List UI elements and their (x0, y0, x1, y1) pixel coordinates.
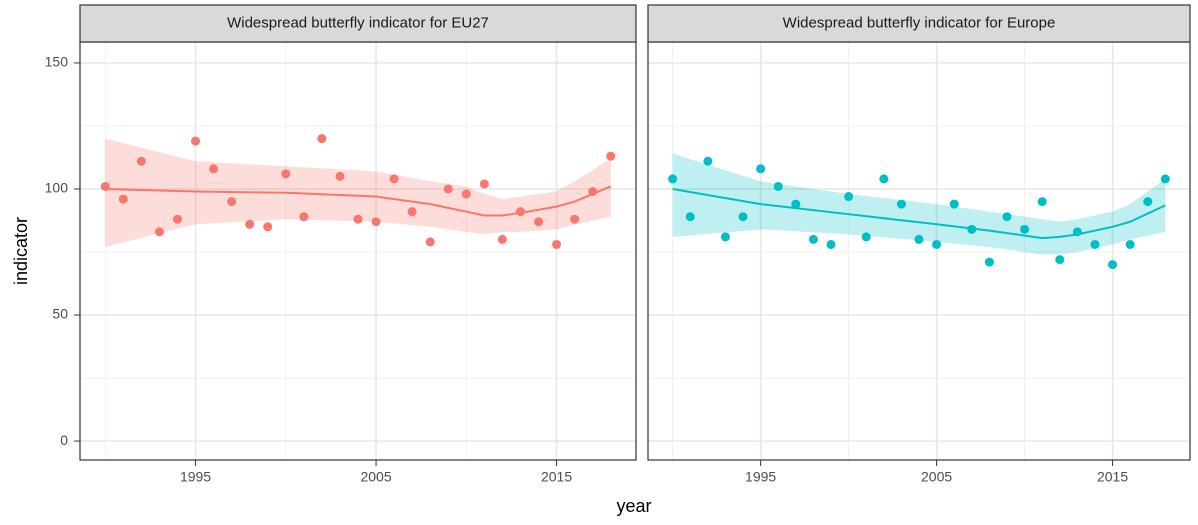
data-point (263, 222, 273, 232)
strip-title: Widespread butterfly indicator for Europ… (783, 14, 1056, 31)
data-point (685, 212, 695, 222)
data-point (281, 169, 291, 179)
data-point (335, 171, 345, 181)
confidence-band (672, 153, 1166, 255)
data-point (407, 207, 417, 217)
strip (647, 4, 1191, 43)
data-point (1037, 197, 1047, 207)
y-tick-label: 50 (52, 306, 68, 322)
data-point (949, 199, 959, 209)
data-point (861, 232, 871, 242)
data-point (756, 164, 766, 174)
x-tick-label: 2015 (1097, 469, 1128, 485)
data-point (791, 199, 801, 209)
data-point (1125, 239, 1135, 249)
strip (79, 4, 637, 43)
data-point (552, 239, 562, 249)
smooth-line (672, 187, 1166, 240)
data-point (896, 199, 906, 209)
data-point (570, 214, 580, 224)
data-point (479, 179, 489, 189)
data-point (1055, 255, 1065, 265)
data-point (317, 134, 327, 144)
panel-background (80, 42, 636, 460)
data-point (227, 197, 237, 207)
data-point (1108, 260, 1118, 270)
y-tick-label: 100 (45, 180, 69, 196)
data-point (389, 174, 399, 184)
data-point (808, 234, 818, 244)
data-point (515, 207, 525, 217)
data-point (136, 156, 146, 166)
data-point (703, 156, 713, 166)
data-point (497, 234, 507, 244)
data-point (1143, 197, 1153, 207)
data-point (668, 174, 678, 184)
data-point (1020, 224, 1030, 234)
y-tick-label: 0 (60, 432, 68, 448)
data-point (773, 181, 783, 191)
data-point (879, 174, 889, 184)
data-point (738, 212, 748, 222)
smooth-line (105, 185, 612, 217)
data-point (191, 136, 201, 146)
data-point (984, 257, 994, 267)
strip-title: Widespread butterfly indicator for EU27 (227, 14, 489, 31)
x-tick-label: 2005 (360, 469, 391, 485)
x-tick-label: 1995 (180, 469, 211, 485)
data-point (154, 227, 164, 237)
data-point (844, 192, 854, 202)
y-tick-label: 150 (45, 54, 69, 70)
data-point (118, 194, 128, 204)
data-point (172, 214, 182, 224)
data-point (967, 224, 977, 234)
confidence-band (105, 138, 611, 247)
data-point (100, 181, 110, 191)
data-point (606, 151, 616, 161)
data-point (914, 234, 924, 244)
x-tick-label: 2015 (541, 469, 572, 485)
data-point (932, 239, 942, 249)
data-point (1002, 212, 1012, 222)
panel-background (648, 42, 1190, 460)
data-point (720, 232, 730, 242)
data-point (588, 187, 598, 197)
x-axis-label: year (616, 496, 651, 516)
data-point (826, 239, 836, 249)
data-point (461, 189, 471, 199)
data-point (299, 212, 309, 222)
data-point (245, 219, 255, 229)
data-point (443, 184, 453, 194)
data-point (1090, 239, 1100, 249)
data-point (353, 214, 363, 224)
data-point (534, 217, 544, 227)
x-tick-label: 1995 (745, 469, 776, 485)
data-point (1072, 227, 1082, 237)
data-point (371, 217, 381, 227)
data-point (209, 164, 219, 174)
y-axis-label: indicator (11, 217, 31, 285)
x-tick-label: 2005 (921, 469, 952, 485)
data-point (425, 237, 435, 247)
data-point (1160, 174, 1170, 184)
